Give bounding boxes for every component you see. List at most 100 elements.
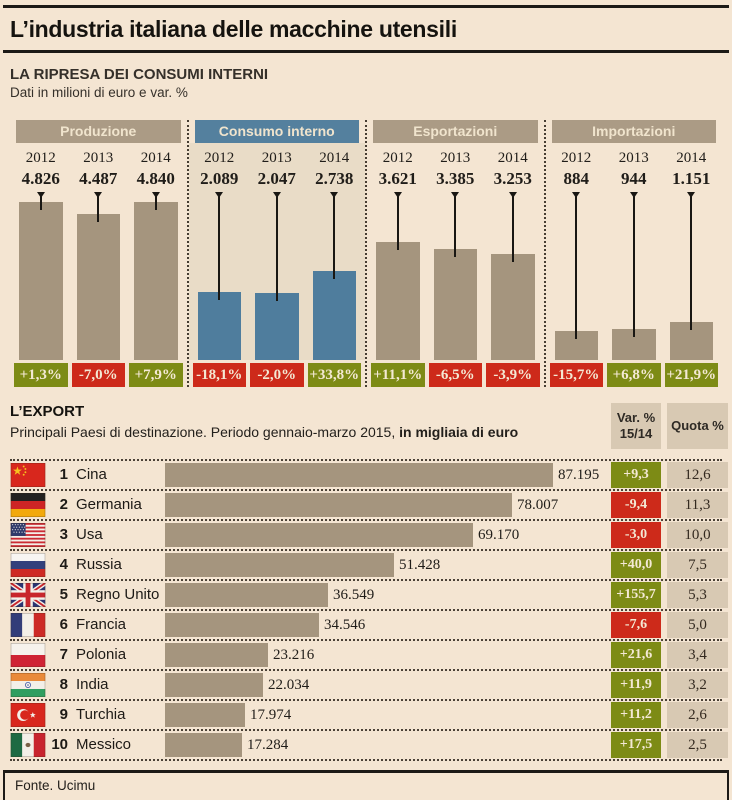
group-header: Consumo interno xyxy=(194,120,359,143)
year-label: 2014 xyxy=(319,150,350,166)
change-badge: +21,9% xyxy=(664,363,718,387)
year-label: 2013 xyxy=(440,150,471,166)
bar-column: 2012 3.621 +11,1% xyxy=(371,149,425,387)
bar-cell xyxy=(193,192,247,360)
year-label: 2012 xyxy=(25,150,56,166)
flag-gb-icon xyxy=(9,581,47,609)
value-label: 3.621 xyxy=(378,169,417,188)
flag-in-icon xyxy=(10,673,46,697)
bar-column: 2012 2.089 -18,1% xyxy=(192,149,247,387)
bar-column: 2014 1.151 +21,9% xyxy=(664,149,719,387)
column-header-var: Var. % 15/14 xyxy=(611,403,661,449)
country-row: 3 Usa 69.170 -3,0 10,0 xyxy=(10,521,728,551)
value-label: 3.253 xyxy=(493,169,532,188)
value-label: 2.089 xyxy=(200,169,239,188)
change-badge: +11,1% xyxy=(371,363,425,387)
export-value: 51.428 xyxy=(399,557,441,573)
value-label: 2.047 xyxy=(257,169,296,188)
bar-column: 2014 3.253 -3,9% xyxy=(486,149,540,387)
year-label: 2012 xyxy=(561,150,592,166)
bar-cell xyxy=(607,192,661,360)
year-label: 2012 xyxy=(204,150,235,166)
pointer-line xyxy=(451,192,460,257)
page-title: L’industria italiana delle macchine uten… xyxy=(10,16,457,42)
column-header-var-line1: Var. % xyxy=(616,410,656,425)
bar xyxy=(134,202,178,360)
pointer-line xyxy=(272,192,281,301)
flag-fr-icon xyxy=(10,613,46,637)
export-subheading-bold: in migliaia di euro xyxy=(399,424,519,440)
bar-cell xyxy=(308,192,362,360)
export-value: 34.546 xyxy=(324,617,366,633)
var-badge: +11,9 xyxy=(611,672,661,698)
export-bar xyxy=(165,553,394,577)
value-label: 4.487 xyxy=(79,169,118,188)
bar-column: 2013 4.487 -7,0% xyxy=(71,149,126,387)
export-bar xyxy=(165,523,473,547)
export-heading: L’EXPORT xyxy=(10,403,85,420)
pointer-line xyxy=(215,192,224,300)
bar-cell xyxy=(250,192,304,360)
country-row: 10 Messico 17.284 +17,5 2,5 xyxy=(10,731,728,761)
country-label: Turchia xyxy=(76,706,126,723)
grouped-bar-chart: Produzione 2012 4.826 +1,3% 2013 4.487 -7,0% 20… xyxy=(10,120,722,387)
export-bar xyxy=(165,703,245,727)
bar-cell xyxy=(665,192,719,360)
export-bar xyxy=(165,463,553,487)
group-columns: 2012 4.826 +1,3% 2013 4.487 -7,0% 2014 4.840 +7,… xyxy=(14,149,183,387)
bar-column: 2012 4.826 +1,3% xyxy=(14,149,68,387)
country-row: 1 Cina 87.195 +9,3 12,6 xyxy=(10,461,728,491)
rank-label: 6 xyxy=(59,616,68,633)
export-value: 17.974 xyxy=(250,707,292,723)
year-label: 2014 xyxy=(497,150,528,166)
country-row: 5 Regno Unito 36.549 +155,7 5,3 xyxy=(9,581,728,611)
change-badge: +7,9% xyxy=(129,363,183,387)
var-badge: +155,7 xyxy=(611,582,661,608)
flag-cn-icon xyxy=(10,463,46,487)
country-label: Francia xyxy=(76,616,127,633)
flag-de-icon xyxy=(10,493,46,517)
bar-cell xyxy=(486,192,540,360)
change-badge: -15,7% xyxy=(549,363,603,387)
country-row: 4 Russia 51.428 +40,0 7,5 xyxy=(10,551,728,581)
flag-us-icon xyxy=(10,523,46,547)
value-label: 4.826 xyxy=(21,169,60,188)
flag-pl-icon xyxy=(10,643,46,667)
quota-badge: 3,2 xyxy=(667,672,728,698)
column-header-quota: Quota % xyxy=(667,403,728,449)
chart-group-3: Importazioni 2012 884 -15,7% 2013 944 +6,8% 201… xyxy=(543,120,723,387)
bar-column: 2012 884 -15,7% xyxy=(549,149,603,387)
group-columns: 2012 3.621 +11,1% 2013 3.385 -6,5% 2014 3.253 -3… xyxy=(371,149,540,387)
quota-badge: 3,4 xyxy=(667,642,728,668)
country-row: 8 India 22.034 +11,9 3,2 xyxy=(10,671,728,701)
export-value: 36.549 xyxy=(333,587,375,603)
bar-column: 2013 2.047 -2,0% xyxy=(250,149,304,387)
bar xyxy=(76,214,120,360)
pointer-line xyxy=(151,192,160,210)
rank-label: 8 xyxy=(59,676,68,693)
bar-column: 2014 4.840 +7,9% xyxy=(129,149,183,387)
bar xyxy=(255,293,299,360)
value-label: 884 xyxy=(563,169,590,188)
section1-heading: LA RIPRESA DEI CONSUMI INTERNI xyxy=(10,66,269,83)
var-badge: +9,3 xyxy=(611,462,661,488)
group-header: Produzione xyxy=(16,120,181,143)
country-label: Regno Unito xyxy=(76,586,160,603)
chart-group-0: Produzione 2012 4.826 +1,3% 2013 4.487 -7,0% 20… xyxy=(10,120,187,387)
bar-cell xyxy=(72,192,126,360)
group-header: Importazioni xyxy=(551,120,716,143)
quota-badge: 5,0 xyxy=(667,612,728,638)
flag-ru-icon xyxy=(10,553,46,577)
change-badge: -2,0% xyxy=(250,363,304,387)
export-value: 87.195 xyxy=(558,467,600,483)
bar xyxy=(491,254,535,360)
column-header-var-line2: 15/14 xyxy=(619,426,653,441)
var-badge: +17,5 xyxy=(611,732,661,758)
source-footer: Fonte. Ucimu xyxy=(3,770,729,800)
pointer-line xyxy=(393,192,402,250)
bar-column: 2014 2.738 +33,8% xyxy=(307,149,362,387)
pointer-line xyxy=(508,192,517,262)
value-label: 3.385 xyxy=(436,169,475,188)
pointer-line xyxy=(36,192,45,210)
country-label: Usa xyxy=(76,526,103,543)
